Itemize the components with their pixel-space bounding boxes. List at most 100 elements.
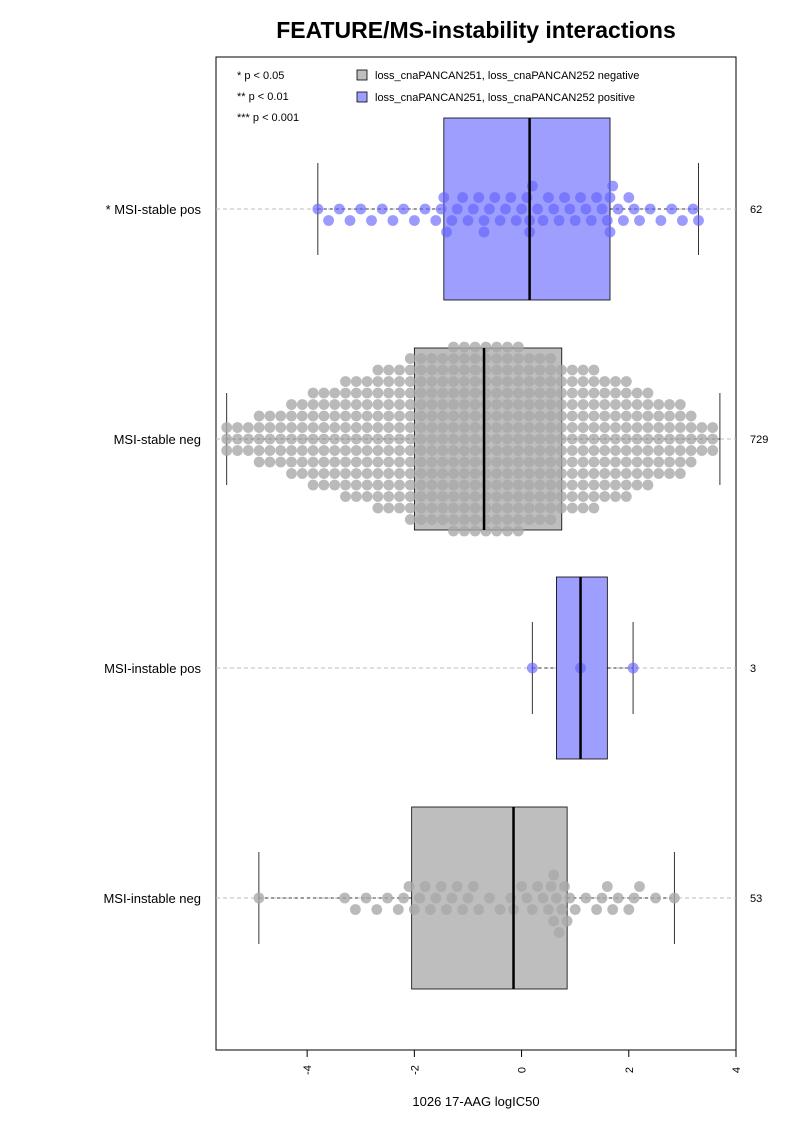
- data-point: [512, 422, 524, 433]
- data-point: [502, 525, 513, 537]
- data-point: [564, 892, 576, 904]
- data-point: [512, 387, 524, 399]
- data-point: [448, 399, 459, 410]
- data-point: [350, 468, 362, 479]
- data-point: [556, 410, 567, 422]
- data-point: [296, 399, 308, 410]
- data-point: [607, 180, 619, 192]
- x-tick-label: 2: [624, 1067, 636, 1073]
- data-point: [512, 341, 524, 353]
- data-point: [642, 422, 654, 433]
- data-point: [458, 445, 470, 456]
- data-point: [545, 445, 557, 456]
- data-point: [478, 215, 490, 226]
- data-point: [329, 456, 341, 468]
- data-point: [296, 456, 308, 468]
- data-point: [502, 433, 513, 445]
- data-point: [344, 215, 356, 226]
- data-point: [556, 399, 567, 410]
- data-point: [329, 433, 341, 445]
- data-point: [610, 410, 621, 422]
- data-point: [404, 433, 416, 445]
- data-point: [448, 433, 459, 445]
- data-point: [489, 192, 501, 203]
- data-point: [275, 456, 287, 468]
- data-point: [437, 353, 449, 364]
- data-point: [457, 904, 468, 915]
- data-point: [666, 203, 678, 215]
- data-point: [545, 422, 557, 433]
- data-point: [480, 525, 492, 537]
- data-point: [491, 502, 503, 514]
- data-point: [451, 881, 463, 892]
- data-point: [323, 215, 334, 226]
- data-point: [599, 387, 611, 399]
- data-point: [577, 456, 589, 468]
- data-point: [545, 399, 557, 410]
- data-point: [556, 445, 567, 456]
- data-point: [469, 410, 481, 422]
- data-point: [596, 203, 608, 215]
- group-label: MSI-instable neg: [103, 891, 201, 906]
- data-point: [674, 468, 686, 479]
- data-point: [361, 422, 373, 433]
- data-point: [516, 203, 527, 215]
- data-point: [674, 445, 686, 456]
- data-point: [415, 399, 427, 410]
- data-point: [512, 456, 524, 468]
- data-point: [462, 892, 474, 904]
- data-point: [577, 376, 589, 387]
- data-point: [403, 881, 415, 892]
- data-point: [591, 192, 602, 203]
- data-point: [556, 456, 567, 468]
- data-point: [329, 399, 341, 410]
- data-point: [502, 456, 513, 468]
- legend-label: loss_cnaPANCAN251, loss_cnaPANCAN252 pos…: [375, 92, 635, 104]
- data-point: [253, 410, 265, 422]
- data-point: [610, 399, 621, 410]
- data-point: [340, 399, 351, 410]
- data-point: [480, 410, 492, 422]
- data-point: [556, 364, 567, 376]
- data-point: [426, 364, 438, 376]
- data-point: [350, 479, 362, 491]
- data-point: [523, 433, 535, 445]
- data-point: [521, 892, 533, 904]
- data-point: [253, 892, 265, 904]
- data-point: [523, 399, 535, 410]
- data-point: [371, 904, 383, 915]
- data-point: [318, 399, 330, 410]
- group-label: * MSI-stable pos: [106, 202, 202, 217]
- data-point: [383, 387, 395, 399]
- data-point: [318, 410, 330, 422]
- data-point: [601, 215, 613, 226]
- data-point: [404, 502, 416, 514]
- data-point: [394, 456, 405, 468]
- data-point: [502, 468, 513, 479]
- data-point: [437, 410, 449, 422]
- data-point: [577, 410, 589, 422]
- data-point: [473, 904, 485, 915]
- data-point: [415, 456, 427, 468]
- data-point: [350, 491, 362, 502]
- data-point: [469, 479, 481, 491]
- data-point: [394, 468, 405, 479]
- data-point: [253, 456, 265, 468]
- data-point: [426, 468, 438, 479]
- x-tick-label: 4: [731, 1067, 743, 1073]
- data-point: [642, 456, 654, 468]
- data-point: [350, 456, 362, 468]
- data-point: [286, 468, 297, 479]
- data-point: [394, 433, 405, 445]
- data-point: [467, 203, 479, 215]
- data-point: [469, 422, 481, 433]
- data-point: [502, 410, 513, 422]
- data-point: [620, 468, 632, 479]
- data-point: [588, 468, 600, 479]
- data-point: [394, 422, 405, 433]
- data-point: [588, 479, 600, 491]
- data-point: [478, 226, 490, 238]
- data-point: [404, 479, 416, 491]
- data-point: [566, 376, 578, 387]
- data-point: [458, 479, 470, 491]
